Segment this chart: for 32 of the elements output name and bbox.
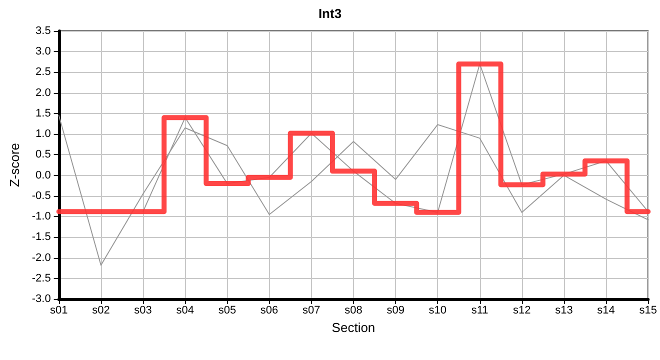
x-tick-label: s08 (344, 304, 362, 316)
x-tick-label: s09 (386, 304, 404, 316)
y-tick-label: 0.0 (36, 169, 51, 182)
x-tick-label: s14 (597, 304, 615, 316)
x-tick-label: s10 (428, 304, 447, 316)
x-tick-label: s05 (218, 304, 236, 316)
x-axis-title: Section (332, 320, 376, 335)
x-tick-label: s07 (302, 304, 320, 316)
y-axis-title: Z-score (7, 142, 22, 188)
y-tick-label: -1.0 (32, 210, 51, 223)
x-tick-label: s12 (512, 304, 531, 316)
x-tick-label: s06 (260, 304, 278, 316)
y-tick-label: 1.5 (36, 107, 51, 120)
y-tick-label: -0.5 (32, 190, 51, 202)
y-tick-label: 3.0 (36, 46, 51, 58)
x-tick-label: s15 (639, 304, 658, 316)
y-tick-label: 3.5 (36, 25, 51, 37)
y-tick-label: 2.0 (36, 86, 51, 99)
x-tick-label: s03 (134, 304, 152, 316)
chart-title: Int3 (318, 6, 342, 21)
y-tick-label: -2.0 (32, 252, 51, 264)
y-tick-label: 2.5 (36, 66, 51, 78)
x-tick-label: s11 (471, 304, 488, 316)
y-tick-label: -3.0 (32, 293, 51, 305)
x-tick-label: s04 (176, 304, 194, 316)
x-tick-label: s13 (555, 304, 573, 316)
y-tick-label: 0.5 (36, 148, 51, 161)
y-tick-label: -2.5 (32, 272, 51, 284)
x-tick-label: s02 (92, 304, 110, 316)
x-tick-label: s01 (50, 304, 68, 316)
y-tick-label: -1.5 (32, 231, 51, 244)
y-tick-label: 1.0 (36, 128, 51, 140)
